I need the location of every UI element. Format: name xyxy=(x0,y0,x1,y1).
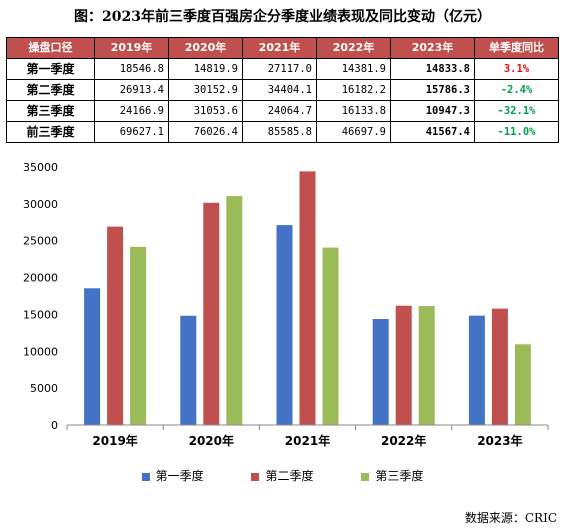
chart-legend: 第一季度 第二季度 第三季度 xyxy=(0,467,565,484)
table-cell: 24064.7 xyxy=(242,100,317,122)
x-axis: 2019年 2020年 2021年 2022年 2023年 xyxy=(66,424,549,448)
legend-item-q2: 第二季度 xyxy=(251,467,314,484)
row-label: 第二季度 xyxy=(6,79,95,101)
table-cell: 30152.9 xyxy=(168,79,243,101)
bar-2019年-第三季度 xyxy=(130,246,147,425)
table-cell: 15786.3 xyxy=(390,79,475,101)
table-cell: 76026.4 xyxy=(168,121,243,143)
y-axis: 0 5000 10000 15000 20000 25000 30000 35000 xyxy=(23,161,58,432)
x-tick-label: 2023年 xyxy=(477,433,522,448)
row-label: 前三季度 xyxy=(6,121,95,143)
legend-swatch-q3 xyxy=(361,472,370,481)
bar-2020年-第三季度 xyxy=(226,196,243,425)
bar-2022年-第一季度 xyxy=(372,318,389,425)
yoy-change-cell: 3.1% xyxy=(474,58,559,80)
bar-2022年-第二季度 xyxy=(395,305,412,425)
y-tick-label: 10000 xyxy=(23,345,58,358)
bar-2020年-第二季度 xyxy=(203,202,220,425)
table-cell: 27117.0 xyxy=(242,58,317,80)
table-header-cell: 2020年 xyxy=(168,37,243,59)
bar-series-group xyxy=(84,171,531,425)
table-cell: 31053.6 xyxy=(168,100,243,122)
performance-table: 操盘口径 2019年 2020年 2021年 2022年 2023年 单季度同比… xyxy=(6,37,559,143)
table-cell: 10947.3 xyxy=(390,100,475,122)
y-tick-label: 0 xyxy=(51,419,58,432)
table-cell: 16133.8 xyxy=(316,100,391,122)
table-header-cell: 2021年 xyxy=(242,37,317,59)
table-cell: 24166.9 xyxy=(94,100,169,122)
table-header-cell: 2023年 xyxy=(390,37,475,59)
x-tick-label: 2022年 xyxy=(381,433,426,448)
y-tick-label: 5000 xyxy=(30,382,58,395)
table-cell: 14833.8 xyxy=(390,58,475,80)
bar-2019年-第一季度 xyxy=(84,288,101,425)
x-tick-label: 2020年 xyxy=(189,433,234,448)
table-row: 前三季度 69627.1 76026.4 85585.8 46697.9 415… xyxy=(6,121,559,143)
row-label: 第一季度 xyxy=(6,58,95,80)
y-tick-label: 30000 xyxy=(23,198,58,211)
yoy-change-cell: -2.4% xyxy=(474,79,559,101)
table-cell: 41567.4 xyxy=(390,121,475,143)
legend-label-q1: 第一季度 xyxy=(155,469,204,483)
table-row: 第三季度 24166.9 31053.6 24064.7 16133.8 109… xyxy=(6,100,559,122)
legend-swatch-q1 xyxy=(141,472,150,481)
table-header-cell: 单季度同比 xyxy=(474,37,559,59)
table-header-cell: 2022年 xyxy=(316,37,391,59)
y-tick-label: 15000 xyxy=(23,308,58,321)
table-cell: 46697.9 xyxy=(316,121,391,143)
table-header-row: 操盘口径 2019年 2020年 2021年 2022年 2023年 单季度同比 xyxy=(6,37,559,59)
yoy-change-cell: -11.0% xyxy=(474,121,559,143)
data-source: 数据来源：CRIC xyxy=(464,511,557,525)
x-tick-label: 2021年 xyxy=(285,433,330,448)
table-header-cell: 2019年 xyxy=(94,37,169,59)
bar-2020年-第一季度 xyxy=(180,315,197,425)
y-tick-label: 25000 xyxy=(23,235,58,248)
page-title: 图：2023年前三季度百强房企分季度业绩表现及同比变动（亿元） xyxy=(74,9,491,25)
row-label: 第三季度 xyxy=(6,100,95,122)
x-tick-label: 2019年 xyxy=(92,433,137,448)
legend-label-q2: 第二季度 xyxy=(265,469,314,483)
legend-swatch-q2 xyxy=(251,472,260,481)
table-cell: 14381.9 xyxy=(316,58,391,80)
table-cell: 14819.9 xyxy=(168,58,243,80)
bar-2022年-第三季度 xyxy=(418,306,435,425)
bar-2023年-第三季度 xyxy=(514,344,531,425)
table-cell: 69627.1 xyxy=(94,121,169,143)
y-tick-label: 35000 xyxy=(23,161,58,174)
bar-2023年-第一季度 xyxy=(468,315,485,425)
table-cell: 26913.4 xyxy=(94,79,169,101)
table-cell: 85585.8 xyxy=(242,121,317,143)
bar-chart: 0 5000 10000 15000 20000 25000 30000 35000 2019… xyxy=(23,161,549,448)
table-row: 第二季度 26913.4 30152.9 34404.1 16182.2 157… xyxy=(6,79,559,101)
bar-2021年-第一季度 xyxy=(276,225,293,425)
bar-2021年-第二季度 xyxy=(299,171,316,425)
table-cell: 16182.2 xyxy=(316,79,391,101)
table-cell: 18546.8 xyxy=(94,58,169,80)
legend-label-q3: 第三季度 xyxy=(375,469,424,483)
bar-2019年-第二季度 xyxy=(107,226,124,425)
legend-item-q3: 第三季度 xyxy=(361,467,423,484)
y-tick-label: 20000 xyxy=(23,272,58,285)
table-cell: 34404.1 xyxy=(242,79,317,101)
legend-item-q1: 第一季度 xyxy=(141,467,204,484)
table-row: 第一季度 18546.8 14819.9 27117.0 14381.9 148… xyxy=(6,58,559,80)
yoy-change-cell: -32.1% xyxy=(474,100,559,122)
table-header-cell: 操盘口径 xyxy=(6,37,95,59)
bar-2023年-第二季度 xyxy=(491,308,508,425)
bar-2021年-第三季度 xyxy=(322,247,339,425)
